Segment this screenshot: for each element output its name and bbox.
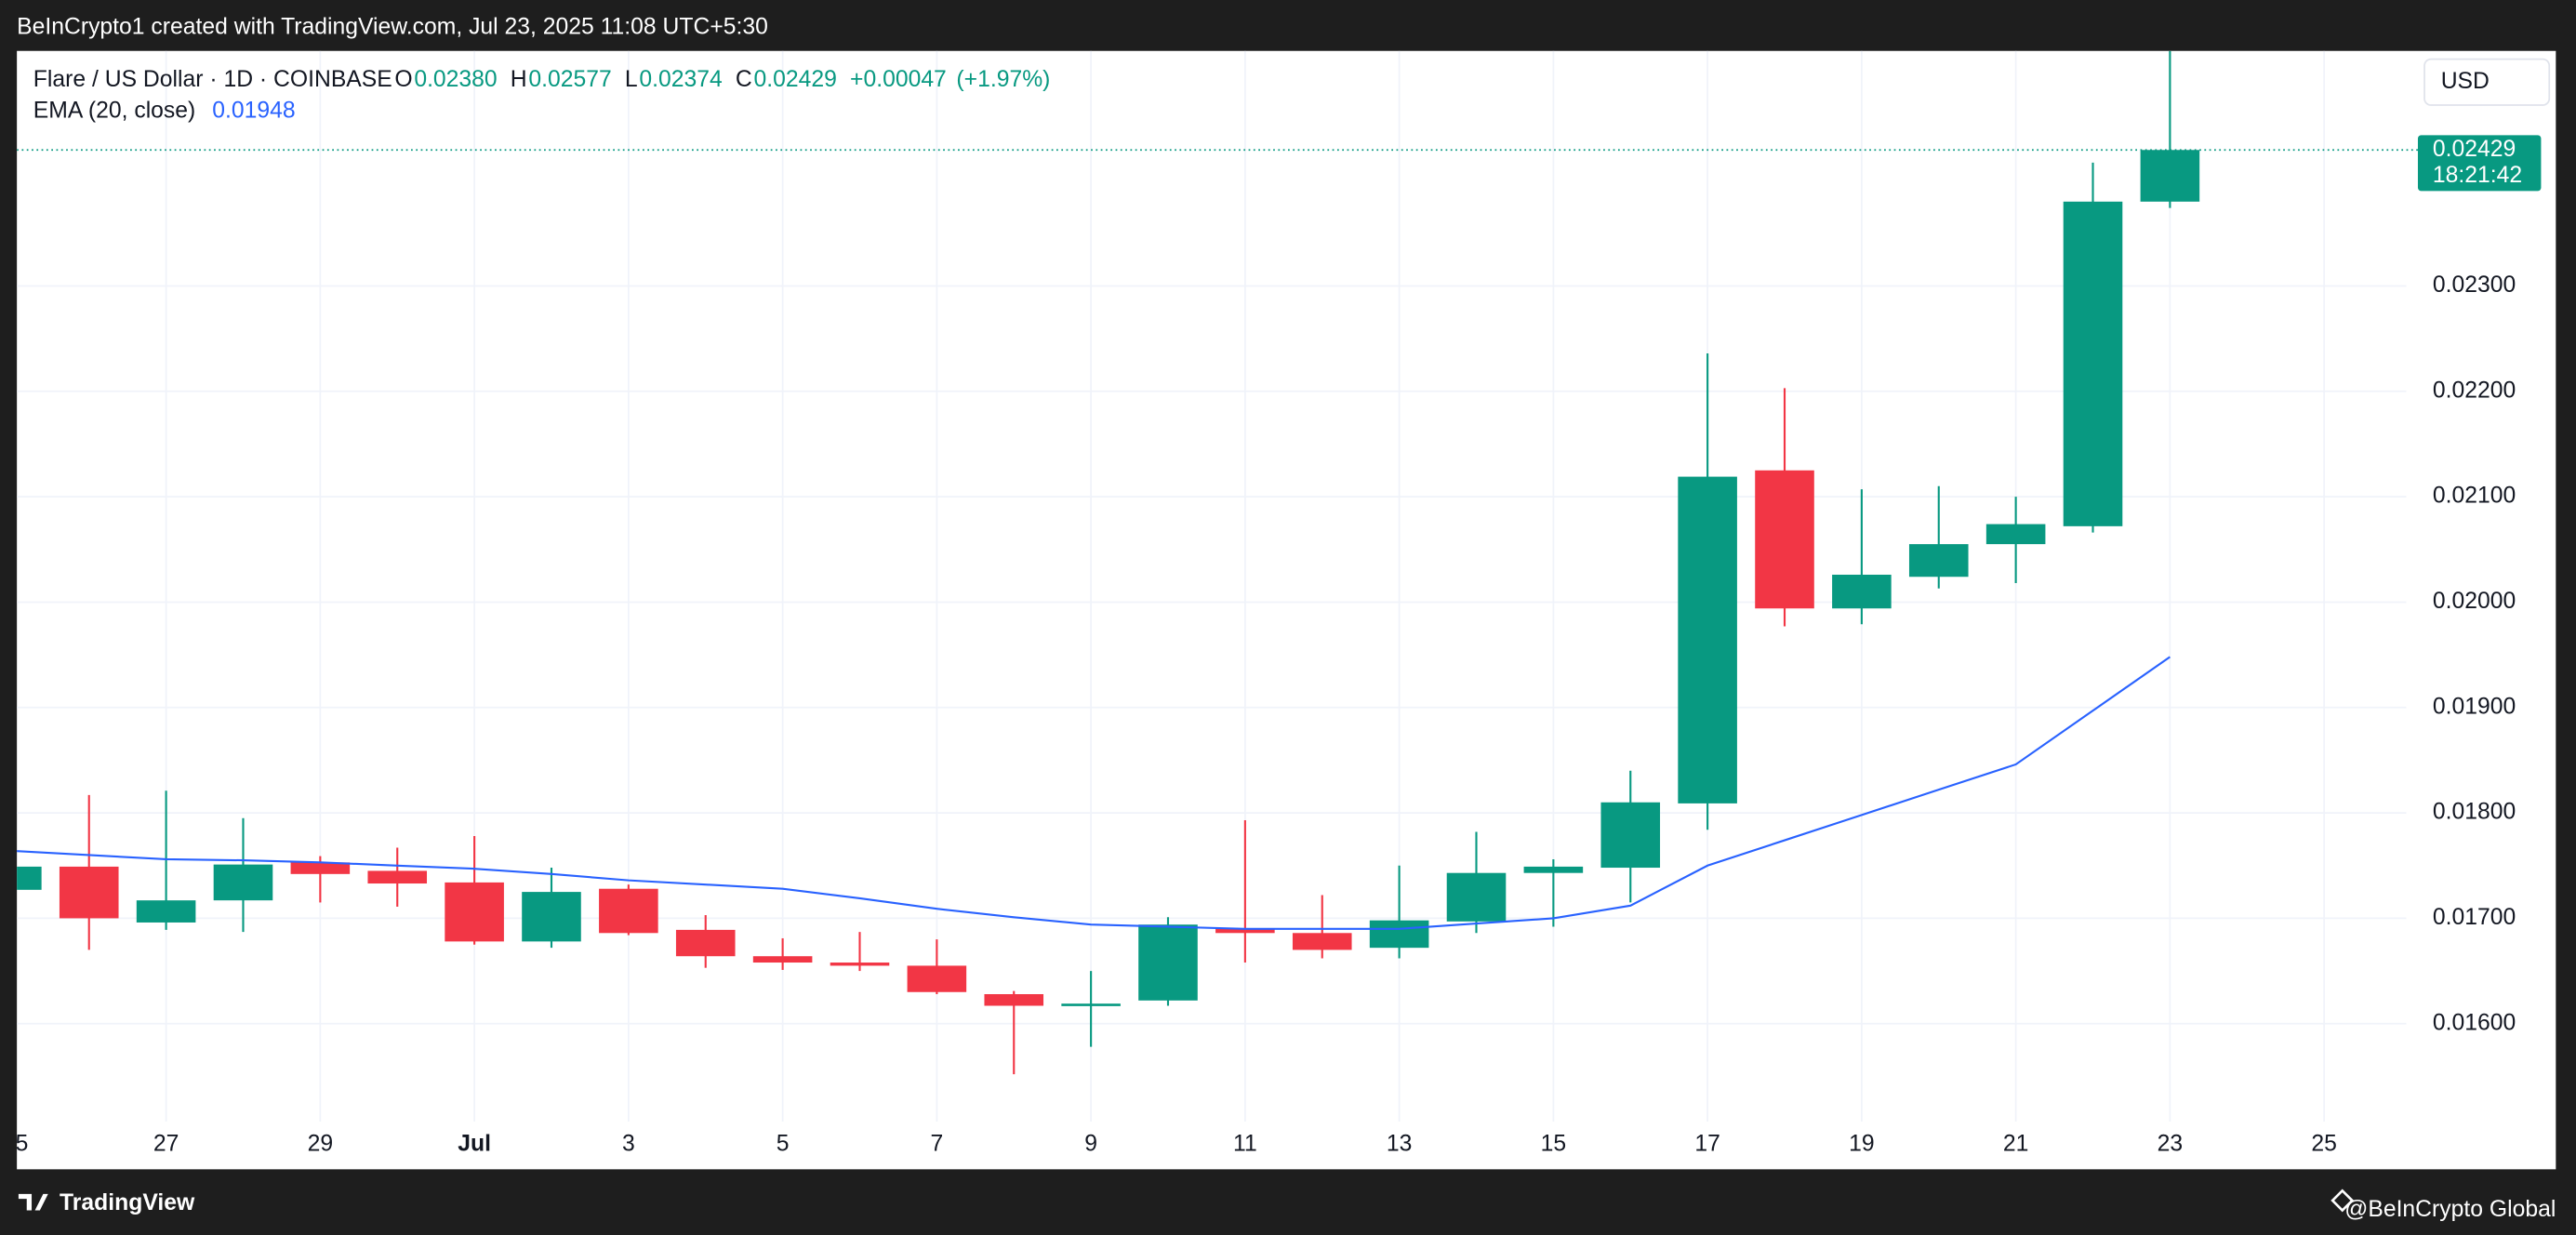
y-tick-label: 0.01800 <box>2433 800 2516 825</box>
y-tick-label: 0.02200 <box>2433 378 2516 403</box>
candle-body <box>1292 933 1352 950</box>
y-tick-label: 0.01700 <box>2433 905 2516 930</box>
candle-body <box>522 892 581 942</box>
candle-body <box>1908 544 1969 578</box>
candle-body <box>675 929 736 957</box>
change: +0.00047 <box>850 67 947 92</box>
candle-body <box>1215 928 1275 934</box>
candle-body <box>59 866 119 919</box>
credit: @BeInCrypto Global <box>2344 1197 2556 1222</box>
change-pct: (+1.97%) <box>956 67 1050 92</box>
brand-logo <box>18 1193 48 1211</box>
candle-body <box>752 956 813 963</box>
x-tick-label: 19 <box>1849 1131 1875 1156</box>
ohlc-value: 0.02429 <box>754 67 837 92</box>
ohlc-value: 0.02380 <box>414 67 497 92</box>
candle-body <box>1678 476 1737 803</box>
x-tick-label: 21 <box>2003 1131 2029 1156</box>
ema-name: EMA (20, close) <box>33 99 195 124</box>
legend: Flare / US Dollar · 1D · COINBASE EMA (2… <box>33 67 1051 124</box>
x-tick-label: 5 <box>777 1131 790 1156</box>
x-tick-label: 3 <box>622 1131 635 1156</box>
x-tick-label: 23 <box>2158 1131 2184 1156</box>
y-tick-label: 0.01600 <box>2433 1010 2516 1035</box>
x-tick-label: 13 <box>1387 1131 1413 1156</box>
candle-body <box>213 864 273 901</box>
candle-body <box>367 870 428 884</box>
x-tick-label: Jul <box>458 1131 491 1156</box>
y-tick-label: 0.01900 <box>2433 694 2516 719</box>
x-tick-label: 29 <box>308 1131 333 1156</box>
candle-body <box>445 882 504 942</box>
candle-body <box>2140 150 2200 202</box>
candle-body <box>1832 574 1892 609</box>
ohlc-value: 0.02374 <box>639 67 723 92</box>
axes: 0.01600 0.01700 0.01800 0.01900 0.02000 0.021… <box>16 135 2542 1156</box>
last-price-label: 0.02429 <box>2433 137 2516 162</box>
currency-button[interactable] <box>2423 58 2551 106</box>
candle-body <box>830 963 890 966</box>
brand: TradingView <box>60 1190 195 1215</box>
currency[interactable]: USD <box>2441 69 2490 94</box>
ohlc-key: C <box>736 67 752 92</box>
chart-panel <box>17 50 2556 1170</box>
x-tick-label: 11 <box>1233 1131 1257 1156</box>
x-tick-label: 9 <box>1084 1131 1097 1156</box>
ema-value: 0.01948 <box>212 99 295 124</box>
x-tick-label: 15 <box>1541 1131 1567 1156</box>
plot <box>17 50 2407 1075</box>
ohlc-value: 0.02577 <box>528 67 611 92</box>
watermark: BeInCrypto1 created with TradingView.com… <box>17 15 768 40</box>
credit-icon <box>2330 1189 2355 1213</box>
y-tick-label: 0.02300 <box>2433 272 2516 298</box>
candle-body <box>1061 1003 1121 1006</box>
candle-body <box>984 994 1044 1006</box>
candle-body <box>1755 470 1814 609</box>
last-price-box <box>2417 135 2542 192</box>
x-tick-label: 17 <box>1694 1131 1720 1156</box>
ohlc-key: H <box>511 67 527 92</box>
countdown: 18:21:42 <box>2433 163 2522 188</box>
x-tick-label: 27 <box>153 1131 179 1156</box>
candle-body <box>1600 802 1661 869</box>
candle-body <box>17 866 42 890</box>
candle-body <box>1369 920 1429 949</box>
x-tick-label: 5 <box>16 1131 29 1156</box>
ema-line <box>17 656 2171 930</box>
y-tick-label: 0.02100 <box>2433 484 2516 509</box>
candle-body <box>1523 866 1584 873</box>
candle-body <box>1985 524 2046 545</box>
x-tick-label: 25 <box>2311 1131 2337 1156</box>
candle-body <box>290 862 351 874</box>
candle-body <box>136 900 196 923</box>
candle-body <box>907 965 967 992</box>
candle-body <box>599 888 658 934</box>
ohlc-key: L <box>625 67 638 92</box>
candle-body <box>1446 872 1507 922</box>
candle-body <box>2063 201 2123 526</box>
chart-title: Flare / US Dollar · 1D · COINBASE <box>33 67 392 92</box>
candle-body <box>1138 924 1198 1001</box>
x-tick-label: 7 <box>930 1131 943 1156</box>
y-tick-label: 0.02000 <box>2433 589 2516 614</box>
ohlc-key: O <box>394 67 412 92</box>
